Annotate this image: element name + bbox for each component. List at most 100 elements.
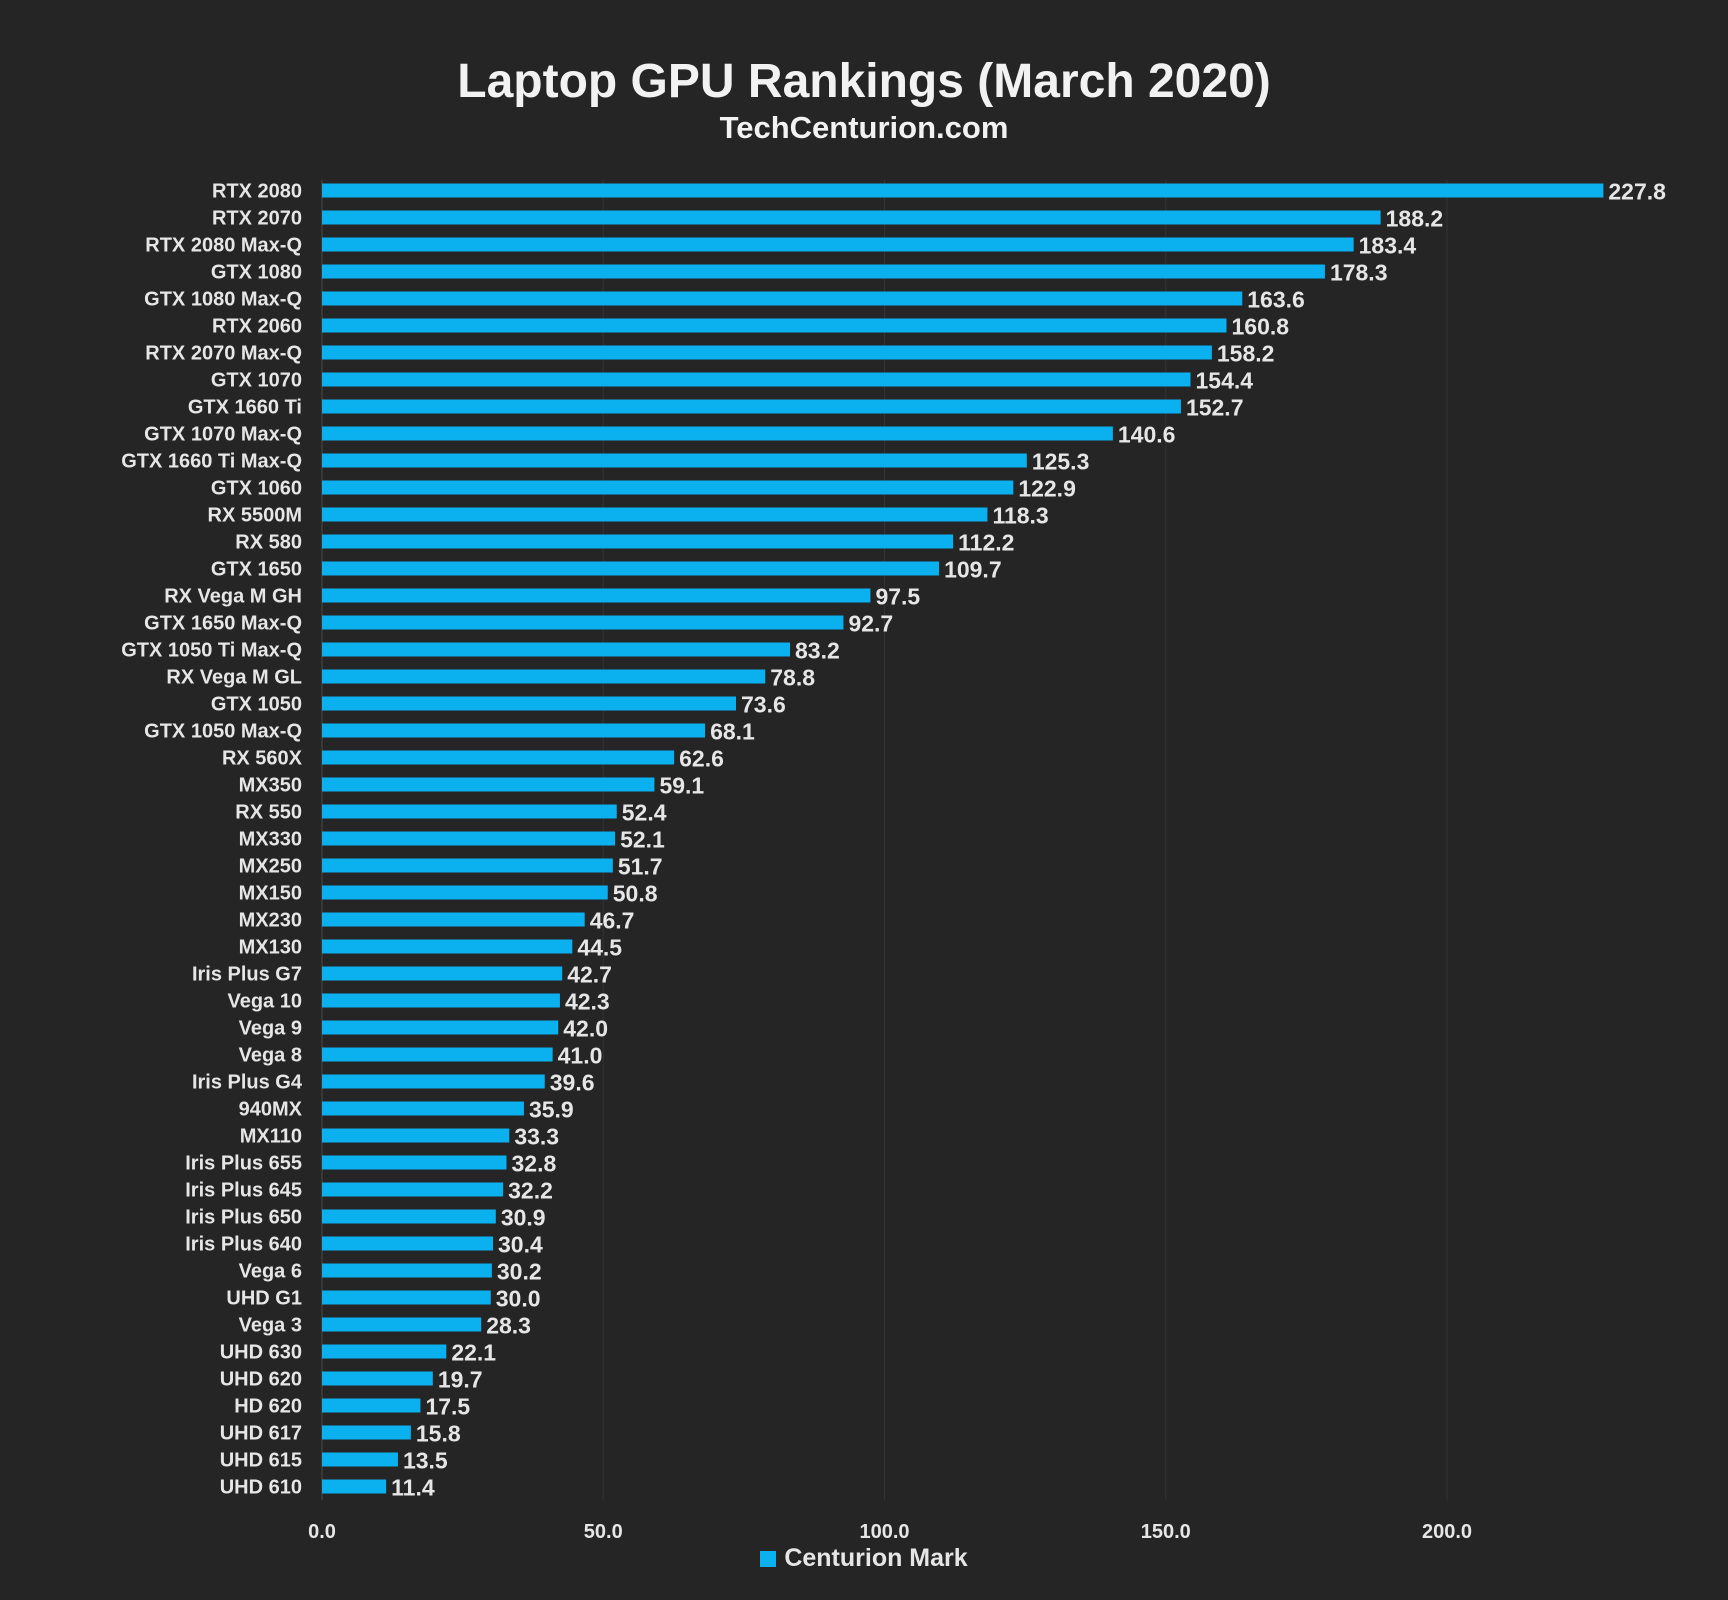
- bar: [322, 669, 766, 684]
- category-label: Iris Plus G4: [192, 1072, 303, 1094]
- x-tick-label: 150.0: [1141, 1521, 1191, 1543]
- category-label: UHD 620: [220, 1369, 302, 1391]
- value-label: 125.3: [1032, 449, 1090, 475]
- value-label: 17.5: [425, 1394, 470, 1420]
- value-label: 50.8: [613, 881, 658, 907]
- value-label: 158.2: [1217, 341, 1275, 367]
- bar: [322, 237, 1354, 252]
- x-tick-label: 0.0: [308, 1521, 336, 1543]
- bar: [322, 588, 871, 603]
- bar: [322, 1128, 510, 1143]
- bar: [322, 885, 608, 900]
- bar: [322, 1317, 482, 1332]
- legend: Centurion Mark: [0, 1544, 1728, 1573]
- category-label: RX 550: [235, 802, 302, 824]
- bar: [322, 426, 1113, 441]
- bar: [322, 642, 790, 657]
- bar: [322, 912, 585, 927]
- bar: [322, 345, 1212, 360]
- category-label: Vega 6: [239, 1261, 302, 1283]
- bar: [322, 1425, 411, 1440]
- category-label: GTX 1080: [211, 262, 302, 284]
- category-label: RTX 2080: [212, 181, 302, 203]
- x-tick-label: 100.0: [859, 1521, 909, 1543]
- bar: [322, 1263, 492, 1278]
- category-label: RTX 2060: [212, 316, 302, 338]
- bar: [322, 264, 1325, 279]
- category-label: UHD 615: [220, 1450, 302, 1472]
- bar: [322, 804, 617, 819]
- bar: [322, 1344, 447, 1359]
- category-label: GTX 1660 Ti: [188, 397, 302, 419]
- category-label: GTX 1050: [211, 694, 302, 716]
- bar: [322, 1020, 559, 1035]
- value-label: 30.2: [497, 1259, 542, 1285]
- value-label: 118.3: [992, 503, 1048, 529]
- value-label: 32.2: [508, 1178, 553, 1204]
- value-label: 59.1: [659, 773, 704, 799]
- bar: [322, 453, 1027, 468]
- value-label: 42.0: [563, 1016, 608, 1042]
- category-label: MX250: [239, 856, 302, 878]
- value-label: 52.4: [622, 800, 667, 826]
- value-label: 154.4: [1196, 368, 1254, 394]
- value-label: 46.7: [590, 908, 635, 934]
- value-label: 35.9: [529, 1097, 574, 1123]
- bar: [322, 1047, 553, 1062]
- category-label: MX330: [239, 829, 302, 851]
- legend-swatch: [760, 1551, 777, 1567]
- category-label: UHD 617: [220, 1423, 302, 1445]
- bar: [322, 1074, 545, 1089]
- value-label: 160.8: [1232, 314, 1290, 340]
- category-label: Vega 8: [239, 1045, 302, 1067]
- value-label: 39.6: [550, 1070, 595, 1096]
- category-label: GTX 1050 Max-Q: [144, 721, 302, 743]
- value-label: 122.9: [1018, 476, 1076, 502]
- value-label: 30.9: [501, 1205, 546, 1231]
- category-label: GTX 1660 Ti Max-Q: [121, 451, 302, 473]
- value-label: 112.2: [958, 530, 1014, 556]
- value-label: 73.6: [741, 692, 786, 718]
- category-label: RX 5500M: [208, 505, 303, 527]
- value-label: 83.2: [795, 638, 840, 664]
- value-label: 15.8: [416, 1421, 461, 1447]
- category-label: UHD 610: [220, 1477, 302, 1499]
- category-label: UHD G1: [226, 1288, 302, 1310]
- category-label: Iris Plus 655: [185, 1153, 302, 1175]
- bar: [322, 507, 988, 522]
- value-label: 13.5: [403, 1448, 448, 1474]
- bar: [322, 939, 573, 954]
- x-tick-label: 200.0: [1422, 1521, 1472, 1543]
- value-label: 19.7: [438, 1367, 483, 1393]
- bar: [322, 210, 1381, 225]
- legend-label: Centurion Mark: [784, 1544, 968, 1572]
- category-label: GTX 1080 Max-Q: [144, 289, 302, 311]
- bar: [322, 831, 616, 846]
- value-label: 30.0: [496, 1286, 541, 1312]
- value-label: 163.6: [1247, 287, 1305, 313]
- bar: [322, 1182, 504, 1197]
- category-label: MX230: [239, 910, 302, 932]
- bar: [322, 858, 613, 873]
- value-label: 41.0: [558, 1043, 603, 1069]
- value-label: 42.3: [565, 989, 610, 1015]
- category-label: Iris Plus 640: [185, 1234, 302, 1256]
- value-label: 22.1: [451, 1340, 496, 1366]
- bar: [322, 723, 706, 738]
- category-label: RX Vega M GH: [164, 586, 302, 608]
- category-label: Vega 10: [227, 991, 302, 1013]
- value-label: 178.3: [1330, 260, 1388, 286]
- value-label: 32.8: [512, 1151, 557, 1177]
- value-label: 227.8: [1608, 179, 1666, 205]
- bar: [322, 183, 1604, 198]
- value-label: 11.4: [391, 1475, 435, 1501]
- value-label: 140.6: [1118, 422, 1176, 448]
- category-label: GTX 1650 Max-Q: [144, 613, 302, 635]
- category-label: Iris Plus G7: [192, 964, 302, 986]
- value-label: 52.1: [620, 827, 665, 853]
- bar: [322, 696, 736, 711]
- category-label: MX150: [239, 883, 302, 905]
- bar: [322, 966, 563, 981]
